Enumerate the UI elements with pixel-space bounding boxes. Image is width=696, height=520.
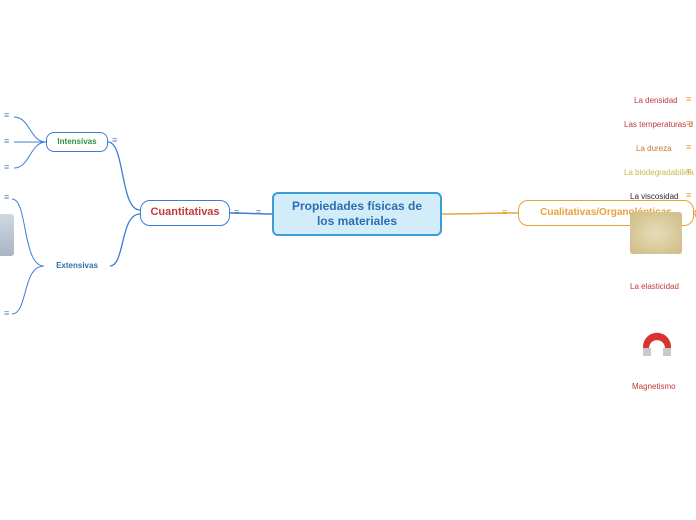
eq-icon: ≡ [686, 142, 689, 152]
eq-icon: ≡ [256, 207, 259, 217]
fibers-image [630, 212, 682, 254]
leaf-elasticidad[interactable]: La elasticidad [630, 282, 679, 291]
leaf-dureza[interactable]: La dureza [636, 144, 672, 153]
cuantitativas-node[interactable]: Cuantitativas [140, 200, 230, 226]
eq-icon: ≡ [4, 136, 7, 146]
extensivas-label: Extensivas [56, 261, 98, 271]
eq-icon: ≡ [4, 308, 7, 318]
magnet-image [634, 312, 680, 360]
eq-icon: ≡ [4, 192, 7, 202]
extensivas-node[interactable]: Extensivas [44, 256, 110, 276]
eq-icon: ≡ [686, 190, 689, 200]
leaf-biodegrad[interactable]: La biodegradabilida [624, 168, 694, 177]
eq-icon: ≡ [4, 110, 7, 120]
leaf-densidad[interactable]: La densidad [634, 96, 678, 105]
eq-icon: ≡ [502, 207, 505, 217]
cuantitativas-label: Cuantitativas [150, 206, 219, 220]
eq-icon: ≡ [686, 118, 689, 128]
leaf-viscosidad[interactable]: La viscosidad [630, 192, 678, 201]
leaf-magnetismo[interactable]: Magnetismo [632, 382, 676, 391]
eq-icon: ≡ [4, 162, 7, 172]
intensivas-node[interactable]: Intensivas [46, 132, 108, 152]
center-label: Propiedades físicas de los materiales [286, 199, 428, 229]
center-node[interactable]: Propiedades físicas de los materiales [272, 192, 442, 236]
intensivas-label: Intensivas [57, 137, 96, 147]
eq-icon: ≡ [686, 166, 689, 176]
eq-icon: ≡ [234, 207, 237, 217]
leaf-temperaturas[interactable]: Las temperaturas d [624, 120, 693, 129]
eq-icon: ≡ [686, 94, 689, 104]
eq-icon: ≡ [112, 135, 115, 145]
scale-image [0, 214, 14, 256]
